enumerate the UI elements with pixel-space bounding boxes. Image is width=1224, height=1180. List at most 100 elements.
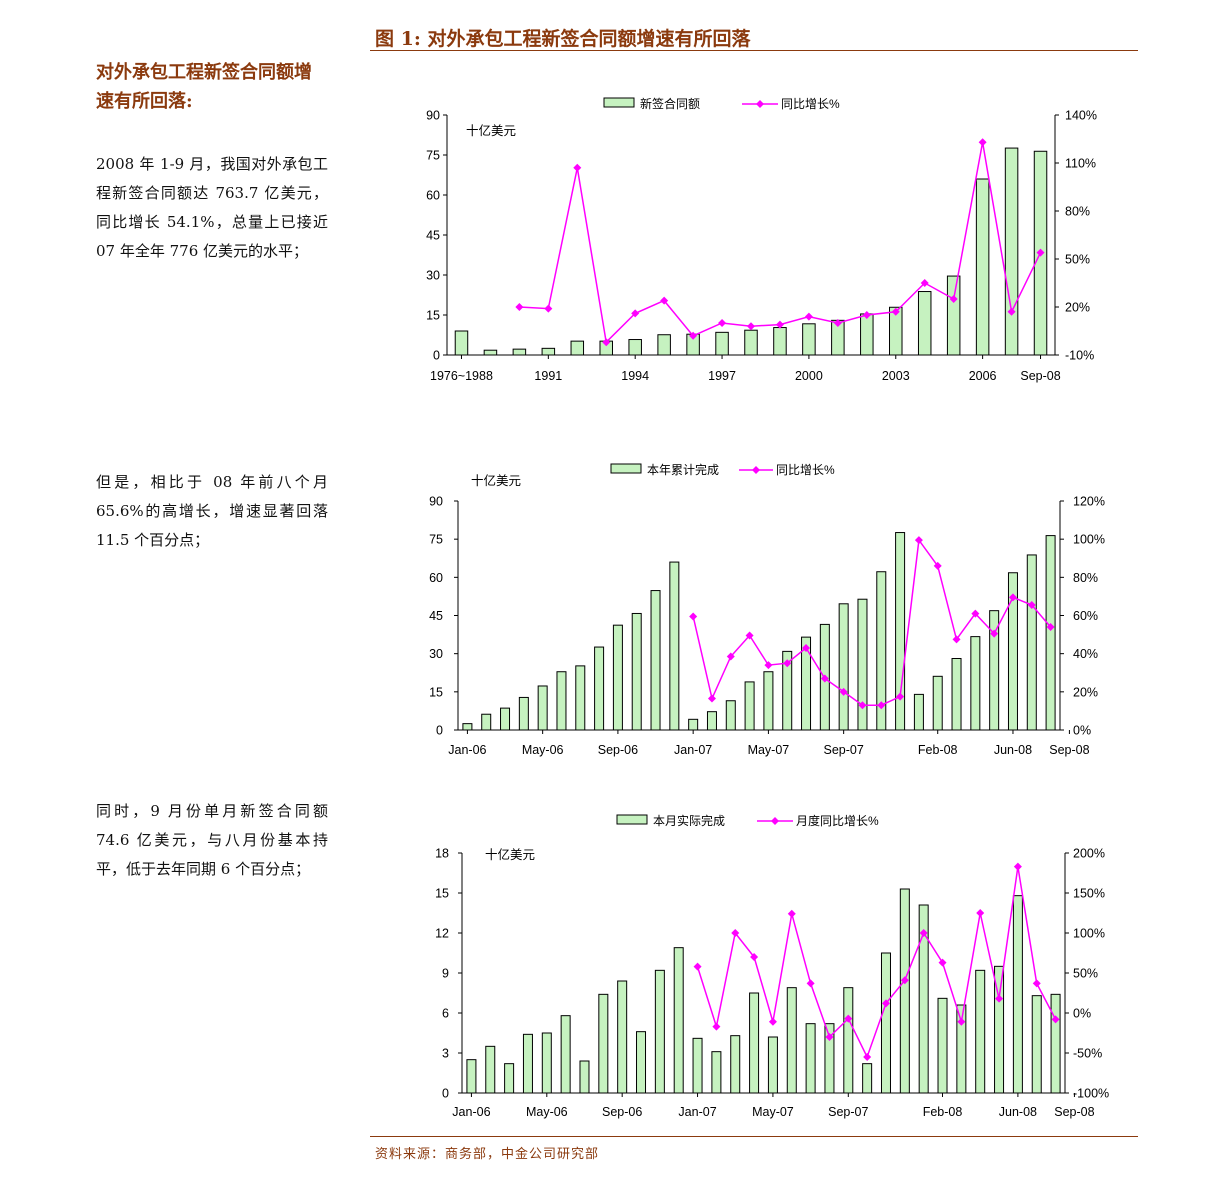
x-tick-label: Sep-06 <box>598 743 638 757</box>
growth-point <box>938 958 947 967</box>
bar <box>1045 535 1056 731</box>
growth-point <box>863 1053 872 1061</box>
x-tick-label: Sep-08 <box>1020 369 1060 383</box>
left-tick-label: 75 <box>429 533 443 547</box>
x-tick-label: Sep-08 <box>1054 1105 1094 1119</box>
growth-point <box>783 659 792 668</box>
growth-point <box>1027 601 1036 610</box>
x-tick-label: May-07 <box>752 1105 794 1119</box>
bar <box>631 612 642 731</box>
growth-point <box>976 909 985 917</box>
left-tick-label: 9 <box>442 967 449 981</box>
growth-point <box>802 643 811 652</box>
side-paragraph-3: 同时，9 月份单月新签合同额 74.6 亿美元，与八月份基本持平，低于去年同期 … <box>96 802 328 878</box>
x-tick-label: 1976~1988 <box>430 369 493 383</box>
legend-bar-swatch <box>610 463 642 474</box>
left-tick-label: 90 <box>429 495 443 509</box>
bar <box>1004 147 1019 356</box>
right-tick-label: 100% <box>1073 533 1105 547</box>
growth-point <box>544 304 553 313</box>
bar <box>805 1023 816 1094</box>
x-tick-label: Sep-08 <box>1049 743 1089 757</box>
right-tick-label: -100% <box>1073 1087 1109 1101</box>
bar <box>749 992 760 1094</box>
bar <box>1026 554 1037 731</box>
growth-point <box>775 320 784 329</box>
growth-point <box>900 976 909 985</box>
bar <box>824 1023 835 1094</box>
bar <box>688 718 699 731</box>
legend-bar-swatch <box>616 814 648 825</box>
right-tick-label: 150% <box>1073 887 1105 901</box>
growth-point <box>1008 593 1017 602</box>
bar <box>989 610 1000 731</box>
bar <box>454 330 469 356</box>
growth-point <box>787 909 796 918</box>
bar <box>862 1063 873 1094</box>
legend-bar-label: 本年累计完成 <box>647 462 719 477</box>
growth-point <box>660 296 669 305</box>
growth-point <box>689 331 698 340</box>
bar <box>518 696 529 731</box>
bar <box>483 349 498 356</box>
right-tick-label: 200% <box>1073 847 1105 861</box>
bar <box>946 275 961 356</box>
bar <box>956 1004 967 1094</box>
bar <box>612 624 623 731</box>
x-tick-label: Jun-08 <box>994 743 1032 757</box>
bar <box>918 904 929 1094</box>
growth-point <box>693 962 702 971</box>
growth-point <box>833 319 842 327</box>
growth-point <box>602 338 611 347</box>
bar <box>1007 572 1018 731</box>
bar <box>512 348 527 356</box>
bar <box>715 331 729 356</box>
left-tick-label: 18 <box>435 847 449 861</box>
bar <box>575 665 586 731</box>
growth-point <box>1051 1015 1060 1024</box>
x-tick-label: May-06 <box>522 743 564 757</box>
right-tick-label: 110% <box>1065 157 1096 171</box>
growth-point <box>978 138 987 147</box>
bar <box>537 685 548 731</box>
bar <box>598 993 609 1094</box>
growth-point <box>764 661 773 670</box>
bar <box>767 1036 778 1094</box>
right-tick-label: 60% <box>1073 609 1098 623</box>
bar <box>657 334 671 356</box>
growth-point <box>881 999 890 1008</box>
growth-point <box>631 309 640 318</box>
bar <box>744 681 755 731</box>
bar <box>570 340 585 356</box>
left-tick-label: 15 <box>429 685 443 699</box>
x-tick-label: Jan-06 <box>448 743 486 757</box>
bar <box>802 323 816 356</box>
growth-point <box>718 319 727 327</box>
bar <box>801 636 812 731</box>
top-rule <box>370 50 1138 51</box>
side-paragraph-2: 但是，相比于 08 年前八个月 65.6%的高增长，增速显著回落 11.5 个百… <box>96 473 328 549</box>
growth-line <box>692 538 1052 706</box>
bar <box>560 1015 571 1094</box>
right-tick-label: 120% <box>1073 495 1105 509</box>
x-tick-label: 2000 <box>795 369 823 383</box>
legend-bar-label: 新签合同额 <box>640 96 700 111</box>
bar <box>725 700 736 731</box>
bar <box>730 1035 741 1094</box>
right-tick-label: 80% <box>1073 571 1098 585</box>
left-tick-label: 45 <box>429 609 443 623</box>
left-tick-label: 0 <box>433 349 440 363</box>
bar <box>650 590 661 731</box>
growth-point <box>990 629 999 638</box>
growth-point <box>1046 622 1055 631</box>
growth-point <box>750 953 759 961</box>
bar <box>975 969 986 1094</box>
left-tick-label: 15 <box>435 887 449 901</box>
right-tick-label: 0% <box>1073 1007 1091 1021</box>
bar <box>937 997 948 1094</box>
unit-label: 十亿美元 <box>471 473 521 488</box>
right-tick-label: 20% <box>1073 685 1098 699</box>
bar <box>838 603 849 731</box>
growth-point <box>747 322 755 331</box>
x-tick-label: 2006 <box>969 369 997 383</box>
